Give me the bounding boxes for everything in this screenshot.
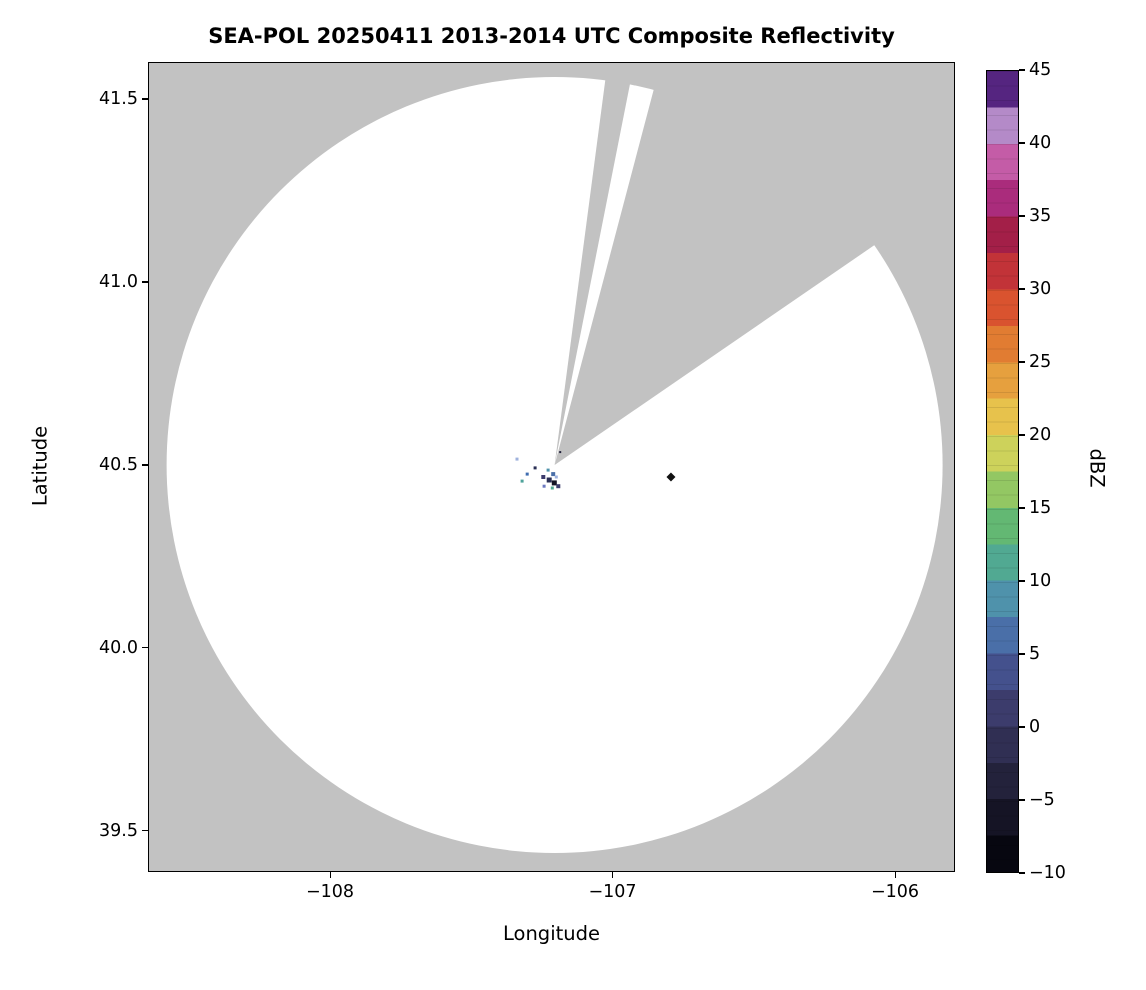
colorbar-tick-label: 40 [1029, 133, 1052, 153]
colorbar-tick-label: 5 [1029, 644, 1041, 664]
reflectivity-echo [542, 484, 546, 488]
y-tick-label: 40.0 [99, 637, 138, 658]
reflectivity-echo [515, 457, 519, 461]
colorbar-tick-label: 45 [1029, 60, 1052, 80]
colorbar-tick-label: 30 [1029, 279, 1052, 299]
y-tick [142, 647, 148, 649]
colorbar-label: dBZ [1085, 448, 1109, 488]
y-tick-label: 39.5 [99, 820, 138, 841]
colorbar [986, 70, 1019, 873]
reflectivity-echo [525, 472, 529, 476]
reflectivity-echo [559, 451, 562, 454]
y-tick [142, 281, 148, 283]
colorbar-tick [1019, 726, 1025, 728]
colorbar-tick-label: −10 [1029, 863, 1066, 883]
colorbar-tick [1019, 434, 1025, 436]
y-tick-label: 40.5 [99, 455, 138, 475]
colorbar-tick [1019, 142, 1025, 144]
colorbar-tick [1019, 580, 1025, 582]
colorbar-tick-label: 25 [1029, 352, 1052, 372]
blocked-sector [554, 71, 891, 465]
y-tick [142, 464, 148, 466]
y-tick-label: 41.0 [99, 272, 138, 292]
colorbar-tick-label: 0 [1029, 717, 1041, 737]
reflectivity-echo [541, 475, 546, 479]
colorbar-band-lines [987, 71, 1018, 872]
x-tick [894, 872, 896, 878]
reflectivity-echo [554, 475, 558, 479]
colorbar-tick [1019, 288, 1025, 290]
colorbar-tick-label: 15 [1029, 498, 1052, 518]
y-tick [142, 98, 148, 100]
colorbar-tick [1019, 215, 1025, 217]
colorbar-gradient [987, 71, 1018, 872]
reflectivity-echo [546, 477, 552, 483]
x-tick [329, 872, 331, 878]
reflectivity-echo [551, 480, 557, 486]
colorbar-tick [1019, 653, 1025, 655]
colorbar-tick-label: 20 [1029, 425, 1052, 445]
x-tick [612, 872, 614, 878]
x-tick-label: −108 [305, 882, 355, 902]
y-axis-label: Latitude [28, 425, 52, 507]
radar-plot-canvas [148, 62, 955, 872]
y-tick-label: 41.5 [99, 89, 138, 109]
x-tick-label: −107 [588, 882, 637, 902]
y-tick [142, 830, 148, 832]
blocked-sector [554, 62, 634, 465]
chart-title: SEA-POL 20250411 2013-2014 UTC Composite… [208, 24, 895, 48]
x-tick-label: −106 [870, 882, 920, 902]
colorbar-tick-label: −5 [1029, 790, 1055, 810]
radar-site-marker [666, 472, 676, 482]
colorbar-tick-label: 35 [1029, 206, 1052, 226]
colorbar-tick [1019, 507, 1025, 509]
colorbar-tick-label: 10 [1029, 571, 1052, 591]
colorbar-tick [1019, 361, 1025, 363]
reflectivity-echo [551, 472, 556, 477]
x-axis-label: Longitude [503, 922, 600, 945]
reflectivity-echo [520, 479, 524, 483]
reflectivity-echo [546, 468, 550, 472]
reflectivity-echo [556, 484, 561, 489]
axes-frame [148, 62, 955, 872]
colorbar-tick [1019, 69, 1025, 71]
reflectivity-echo [550, 486, 554, 490]
colorbar-tick [1019, 872, 1025, 874]
reflectivity-echo [533, 466, 537, 470]
colorbar-tick [1019, 799, 1025, 801]
